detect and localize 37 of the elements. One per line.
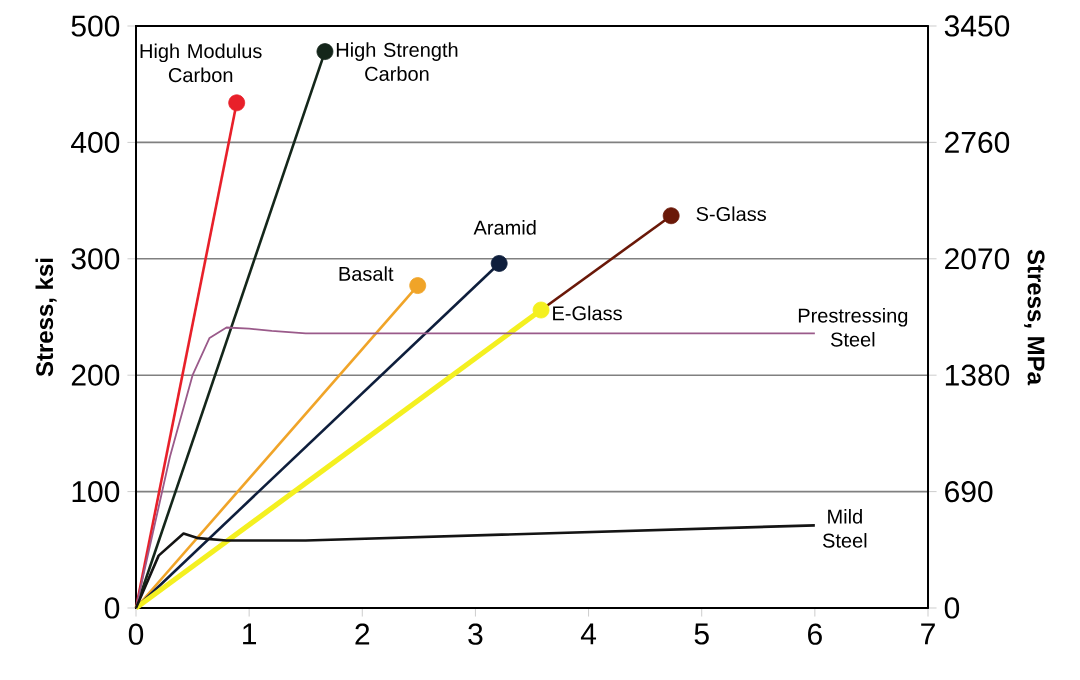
- x-tick-label: 3: [468, 623, 483, 645]
- y2-tick-label: 1380: [945, 364, 1010, 386]
- point: [662, 207, 680, 225]
- y2-tick-label: 2760: [945, 131, 1010, 153]
- x-tick-label: 6: [808, 623, 822, 645]
- y-tick-label: 100: [72, 480, 120, 503]
- point: [532, 301, 550, 319]
- y-tick-label: 500: [71, 15, 120, 37]
- series-label: Basalt: [339, 266, 394, 281]
- y2-tick-label: 2070: [945, 248, 1010, 270]
- x-tick-label: 5: [694, 623, 709, 645]
- series-label: S-Glass: [696, 206, 767, 222]
- point: [316, 43, 334, 61]
- x-tick-label: 2: [355, 623, 370, 645]
- y-axis-title: Stress, ksi: [35, 258, 57, 377]
- y2-axis-title: Stress, MPa: [1024, 249, 1045, 386]
- line-series: [134, 524, 817, 610]
- y2-tick-label: 0: [944, 597, 960, 619]
- x-tick-label: 0: [128, 623, 144, 645]
- point: [409, 277, 427, 294]
- x-tick-label: 4: [580, 623, 597, 645]
- y-tick-label: 300: [71, 248, 120, 270]
- y2-tick-label: 3450: [944, 15, 1010, 37]
- y2-tick-label: 690: [945, 480, 993, 503]
- series-label: E-Glass: [553, 305, 622, 321]
- series-label: Aramid: [473, 220, 536, 235]
- series-label: High Modulus Carbon: [140, 43, 262, 83]
- y-tick-label: 400: [71, 131, 120, 154]
- y-tick-label: 0: [104, 597, 120, 619]
- point: [490, 255, 508, 272]
- series-label: Mild Steel: [822, 509, 867, 548]
- x-tick-label: 1: [243, 623, 257, 645]
- x-tick-label: 7: [921, 623, 935, 645]
- series-label: High Strength Carbon: [336, 42, 458, 81]
- y-tick-label: 200: [71, 364, 120, 386]
- series-label: Prestressing Steel: [798, 307, 908, 347]
- point: [228, 94, 246, 112]
